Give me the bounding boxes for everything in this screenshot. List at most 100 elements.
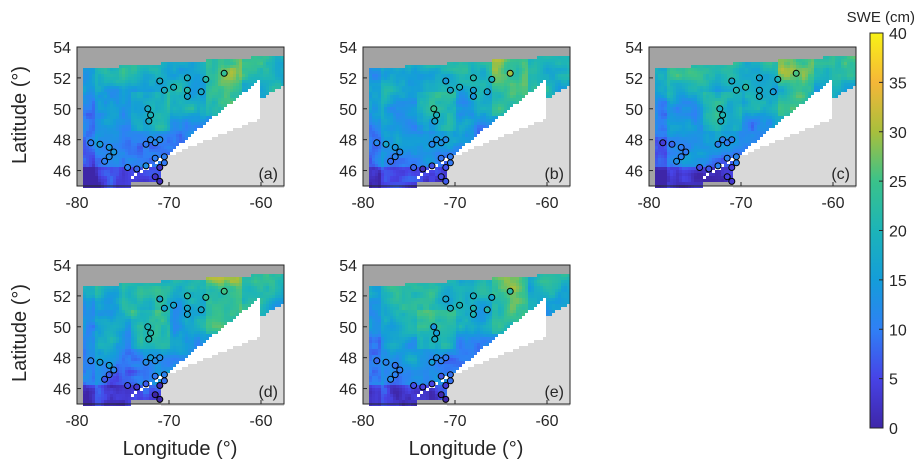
swe-cell xyxy=(107,68,110,71)
swe-cell xyxy=(233,101,236,104)
swe-cell xyxy=(408,65,411,68)
swe-cell xyxy=(408,80,411,83)
swe-cell xyxy=(227,176,230,179)
swe-cell xyxy=(417,92,420,95)
swe-cell xyxy=(480,149,483,152)
swe-cell xyxy=(498,128,501,131)
swe-cell xyxy=(507,119,510,122)
swe-cell xyxy=(131,65,134,68)
swe-cell xyxy=(158,65,161,68)
swe-cell xyxy=(233,146,236,149)
swe-cell xyxy=(450,101,453,104)
swe-cell xyxy=(281,71,284,74)
swe-cell xyxy=(179,179,182,182)
swe-cell xyxy=(170,137,173,140)
swe-cell xyxy=(444,134,447,137)
swe-cell xyxy=(242,122,245,125)
swe-cell xyxy=(429,83,432,86)
swe-cell xyxy=(266,95,269,98)
swe-cell xyxy=(411,122,414,125)
swe-cell xyxy=(408,164,411,167)
swe-cell xyxy=(254,74,257,77)
swe-cell xyxy=(257,179,260,182)
swe-cell xyxy=(83,125,86,128)
swe-cell xyxy=(396,119,399,122)
swe-cell xyxy=(278,158,281,161)
swe-cell xyxy=(275,95,278,98)
swe-cell xyxy=(197,71,200,74)
swe-cell xyxy=(414,98,417,101)
swe-cell xyxy=(426,77,429,80)
swe-cell xyxy=(113,95,116,98)
swe-cell xyxy=(206,98,209,101)
swe-cell xyxy=(164,119,167,122)
swe-cell xyxy=(522,146,525,149)
swe-cell xyxy=(266,173,269,176)
swe-cell xyxy=(113,74,116,77)
swe-cell xyxy=(266,158,269,161)
swe-cell xyxy=(519,137,522,140)
swe-cell xyxy=(447,74,450,77)
swe-cell xyxy=(110,86,113,89)
swe-cell xyxy=(399,113,402,116)
swe-cell xyxy=(272,152,275,155)
swe-cell xyxy=(522,164,525,167)
swe-cell xyxy=(441,131,444,134)
swe-cell xyxy=(233,182,236,185)
swe-cell xyxy=(480,143,483,146)
swe-cell xyxy=(513,71,516,74)
swe-cell xyxy=(423,116,426,119)
swe-cell xyxy=(396,140,399,143)
swe-cell xyxy=(107,128,110,131)
swe-cell xyxy=(498,119,501,122)
swe-cell xyxy=(89,152,92,155)
swe-cell xyxy=(224,113,227,116)
swe-cell xyxy=(369,128,372,131)
swe-cell xyxy=(101,86,104,89)
swe-cell xyxy=(212,149,215,152)
swe-cell xyxy=(492,122,495,125)
swe-cell xyxy=(453,170,456,173)
swe-cell xyxy=(125,104,128,107)
swe-cell xyxy=(248,65,251,68)
swe-cell xyxy=(489,167,492,170)
swe-cell xyxy=(272,89,275,92)
swe-cell xyxy=(501,140,504,143)
swe-cell xyxy=(113,122,116,125)
swe-cell xyxy=(477,65,480,68)
swe-cell xyxy=(206,149,209,152)
swe-cell xyxy=(104,170,107,173)
swe-cell xyxy=(242,152,245,155)
swe-cell xyxy=(474,131,477,134)
swe-cell xyxy=(435,155,438,158)
swe-cell xyxy=(236,77,239,80)
swe-cell xyxy=(269,176,272,179)
swe-cell xyxy=(119,131,122,134)
swe-cell xyxy=(98,170,101,173)
swe-cell xyxy=(98,68,101,71)
swe-cell xyxy=(495,170,498,173)
swe-cell xyxy=(399,182,402,185)
swe-cell xyxy=(128,173,131,176)
swe-cell xyxy=(420,125,423,128)
swe-cell xyxy=(161,107,164,110)
swe-cell xyxy=(453,128,456,131)
swe-cell xyxy=(477,119,480,122)
swe-cell xyxy=(260,167,263,170)
swe-cell xyxy=(492,128,495,131)
swe-cell xyxy=(498,92,501,95)
swe-cell xyxy=(242,173,245,176)
swe-cell xyxy=(140,143,143,146)
swe-cell xyxy=(248,182,251,185)
swe-cell xyxy=(417,95,420,98)
swe-cell xyxy=(131,68,134,71)
swe-cell xyxy=(152,116,155,119)
swe-cell xyxy=(468,98,471,101)
swe-cell xyxy=(411,128,414,131)
swe-cell xyxy=(260,170,263,173)
swe-cell xyxy=(462,116,465,119)
swe-cell xyxy=(230,116,233,119)
swe-cell xyxy=(450,134,453,137)
swe-cell xyxy=(248,74,251,77)
swe-cell xyxy=(227,92,230,95)
